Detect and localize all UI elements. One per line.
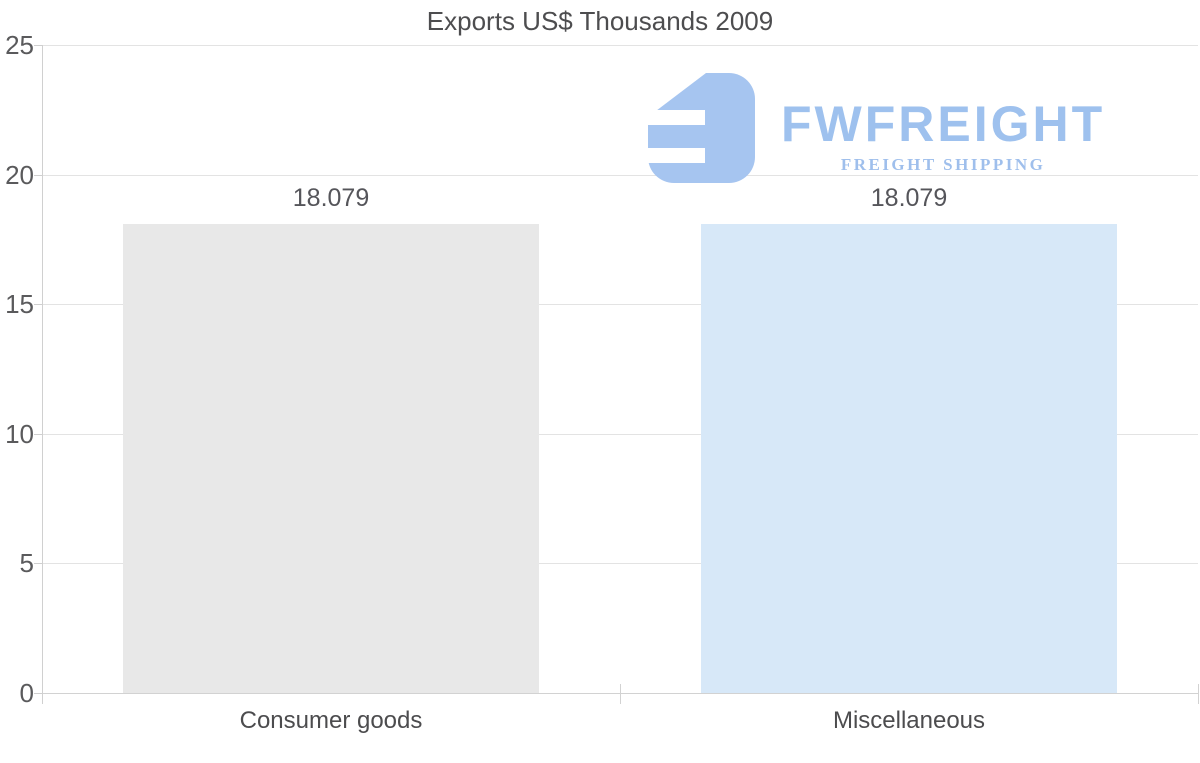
category-label-miscellaneous: Miscellaneous (832, 707, 986, 734)
y-axis-tick-25 (34, 45, 42, 46)
y-tick-label-5: 5 (19, 548, 34, 578)
gridline-y-15 (42, 304, 1198, 305)
bar-miscellaneous[interactable] (701, 224, 1117, 693)
category-label-consumer-goods: Consumer goods (239, 707, 423, 734)
value-label-miscellaneous: 18.079 (870, 184, 948, 212)
logo-brand-name: FWFREIGHT (781, 96, 1106, 152)
gridline-y-20 (42, 175, 1198, 176)
y-tick-label-25: 25 (5, 30, 34, 60)
gridline-y-25 (42, 45, 1198, 46)
y-axis-tick-15 (34, 304, 42, 305)
gridline-y-5 (42, 563, 1198, 564)
y-axis-tick-10 (34, 434, 42, 435)
y-axis-tick-5 (34, 563, 42, 564)
y-tick-label-0: 0 (19, 678, 34, 708)
y-axis-tick-20 (34, 175, 42, 176)
category-separator-1 (620, 684, 621, 704)
y-tick-label-15: 15 (5, 289, 34, 319)
fwfreight-logo-icon (648, 73, 755, 183)
bar-consumer-goods[interactable] (123, 224, 539, 693)
value-label-consumer-goods: 18.079 (292, 184, 370, 212)
gridline-y-10 (42, 434, 1198, 435)
y-tick-label-10: 10 (5, 419, 34, 449)
logo-text-block: FWFREIGHT FREIGHT SHIPPING (781, 99, 1105, 173)
category-separator-2 (1198, 684, 1199, 704)
y-axis-line (42, 45, 43, 704)
y-tick-label-20: 20 (5, 160, 34, 190)
chart-title: Exports US$ Thousands 2009 (426, 6, 774, 36)
y-axis-tick-0 (34, 693, 42, 694)
fwfreight-watermark: FWFREIGHT FREIGHT SHIPPING (648, 73, 1105, 183)
logo-tagline: FREIGHT SHIPPING (840, 155, 1046, 174)
